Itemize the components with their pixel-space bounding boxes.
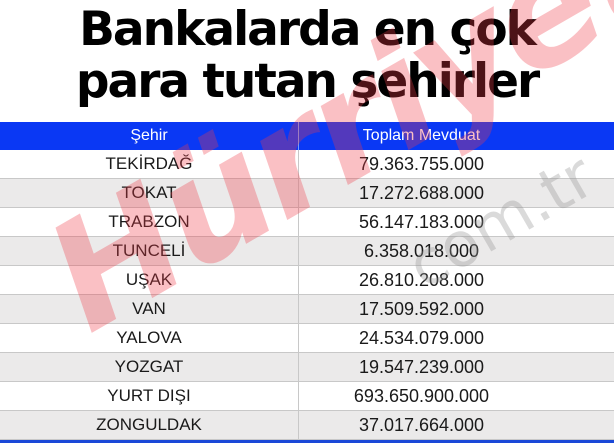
title-line-2: para tutan şehirler [75,54,540,109]
deposits-table: Şehir Toplam Mevduat TEKİRDAĞ 79.363.755… [0,122,614,440]
amount-cell: 79.363.755.000 [358,153,485,174]
bottom-accent-bar [0,440,614,443]
city-cell: VAN [0,295,299,323]
city-cell: YOZGAT [0,353,299,381]
amount-cell: 693.650.900.000 [353,385,490,406]
city-cell: ZONGULDAK [0,411,299,439]
table-row: YALOVA 24.534.079.000 [0,324,614,353]
amount-cell: 19.547.239.000 [358,356,485,377]
city-cell: TEKİRDAĞ [0,150,299,178]
column-header-city: Şehir [0,122,299,150]
amount-cell: 17.272.688.000 [358,182,485,203]
amount-cell: 17.509.592.000 [358,298,485,319]
city-cell: TOKAT [0,179,299,207]
table-row: TUNCELİ 6.358.018.000 [0,237,614,266]
amount-cell: 24.534.079.000 [358,327,485,348]
amount-cell: 6.358.018.000 [363,240,480,261]
city-cell: YALOVA [0,324,299,352]
table-row: YOZGAT 19.547.239.000 [0,353,614,382]
title-line-1: Bankalarda en çok [79,2,537,57]
page-title: Bankalarda en çok para tutan şehirler [0,4,614,108]
amount-cell: 26.810.208.000 [358,269,485,290]
table-row: VAN 17.509.592.000 [0,295,614,324]
city-cell: UŞAK [0,266,299,294]
column-header-amount: Toplam Mevduat [362,127,481,144]
table-row: YURT DIŞI 693.650.900.000 [0,382,614,411]
table-row: UŞAK 26.810.208.000 [0,266,614,295]
city-cell: YURT DIŞI [0,382,299,410]
table-row: ZONGULDAK 37.017.664.000 [0,411,614,440]
table-header-row: Şehir Toplam Mevduat [0,122,614,150]
amount-cell: 56.147.183.000 [358,211,485,232]
city-cell: TUNCELİ [0,237,299,265]
table-row: TRABZON 56.147.183.000 [0,208,614,237]
amount-cell: 37.017.664.000 [358,414,485,435]
table-row: TEKİRDAĞ 79.363.755.000 [0,150,614,179]
city-cell: TRABZON [0,208,299,236]
table-row: TOKAT 17.272.688.000 [0,179,614,208]
